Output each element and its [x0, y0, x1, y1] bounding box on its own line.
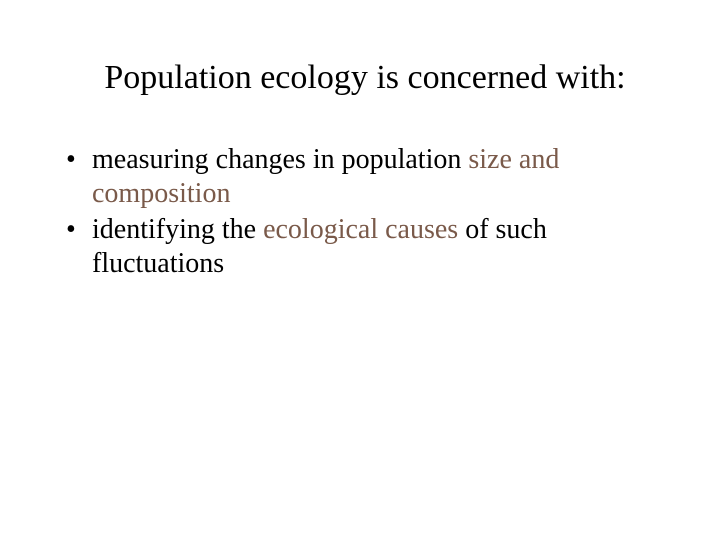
slide-title: Population ecology is concerned with:: [60, 58, 670, 99]
bullet-text-pre: identifying the: [92, 214, 263, 245]
slide: Population ecology is concerned with: me…: [0, 0, 720, 540]
bullet-text-accent: ecological causes: [263, 214, 458, 245]
bullet-list: measuring changes in population size and…: [60, 143, 670, 282]
list-item: measuring changes in population size and…: [62, 143, 670, 211]
list-item: identifying the ecological causes of suc…: [62, 213, 670, 281]
bullet-text-pre: measuring changes in population: [92, 144, 468, 175]
